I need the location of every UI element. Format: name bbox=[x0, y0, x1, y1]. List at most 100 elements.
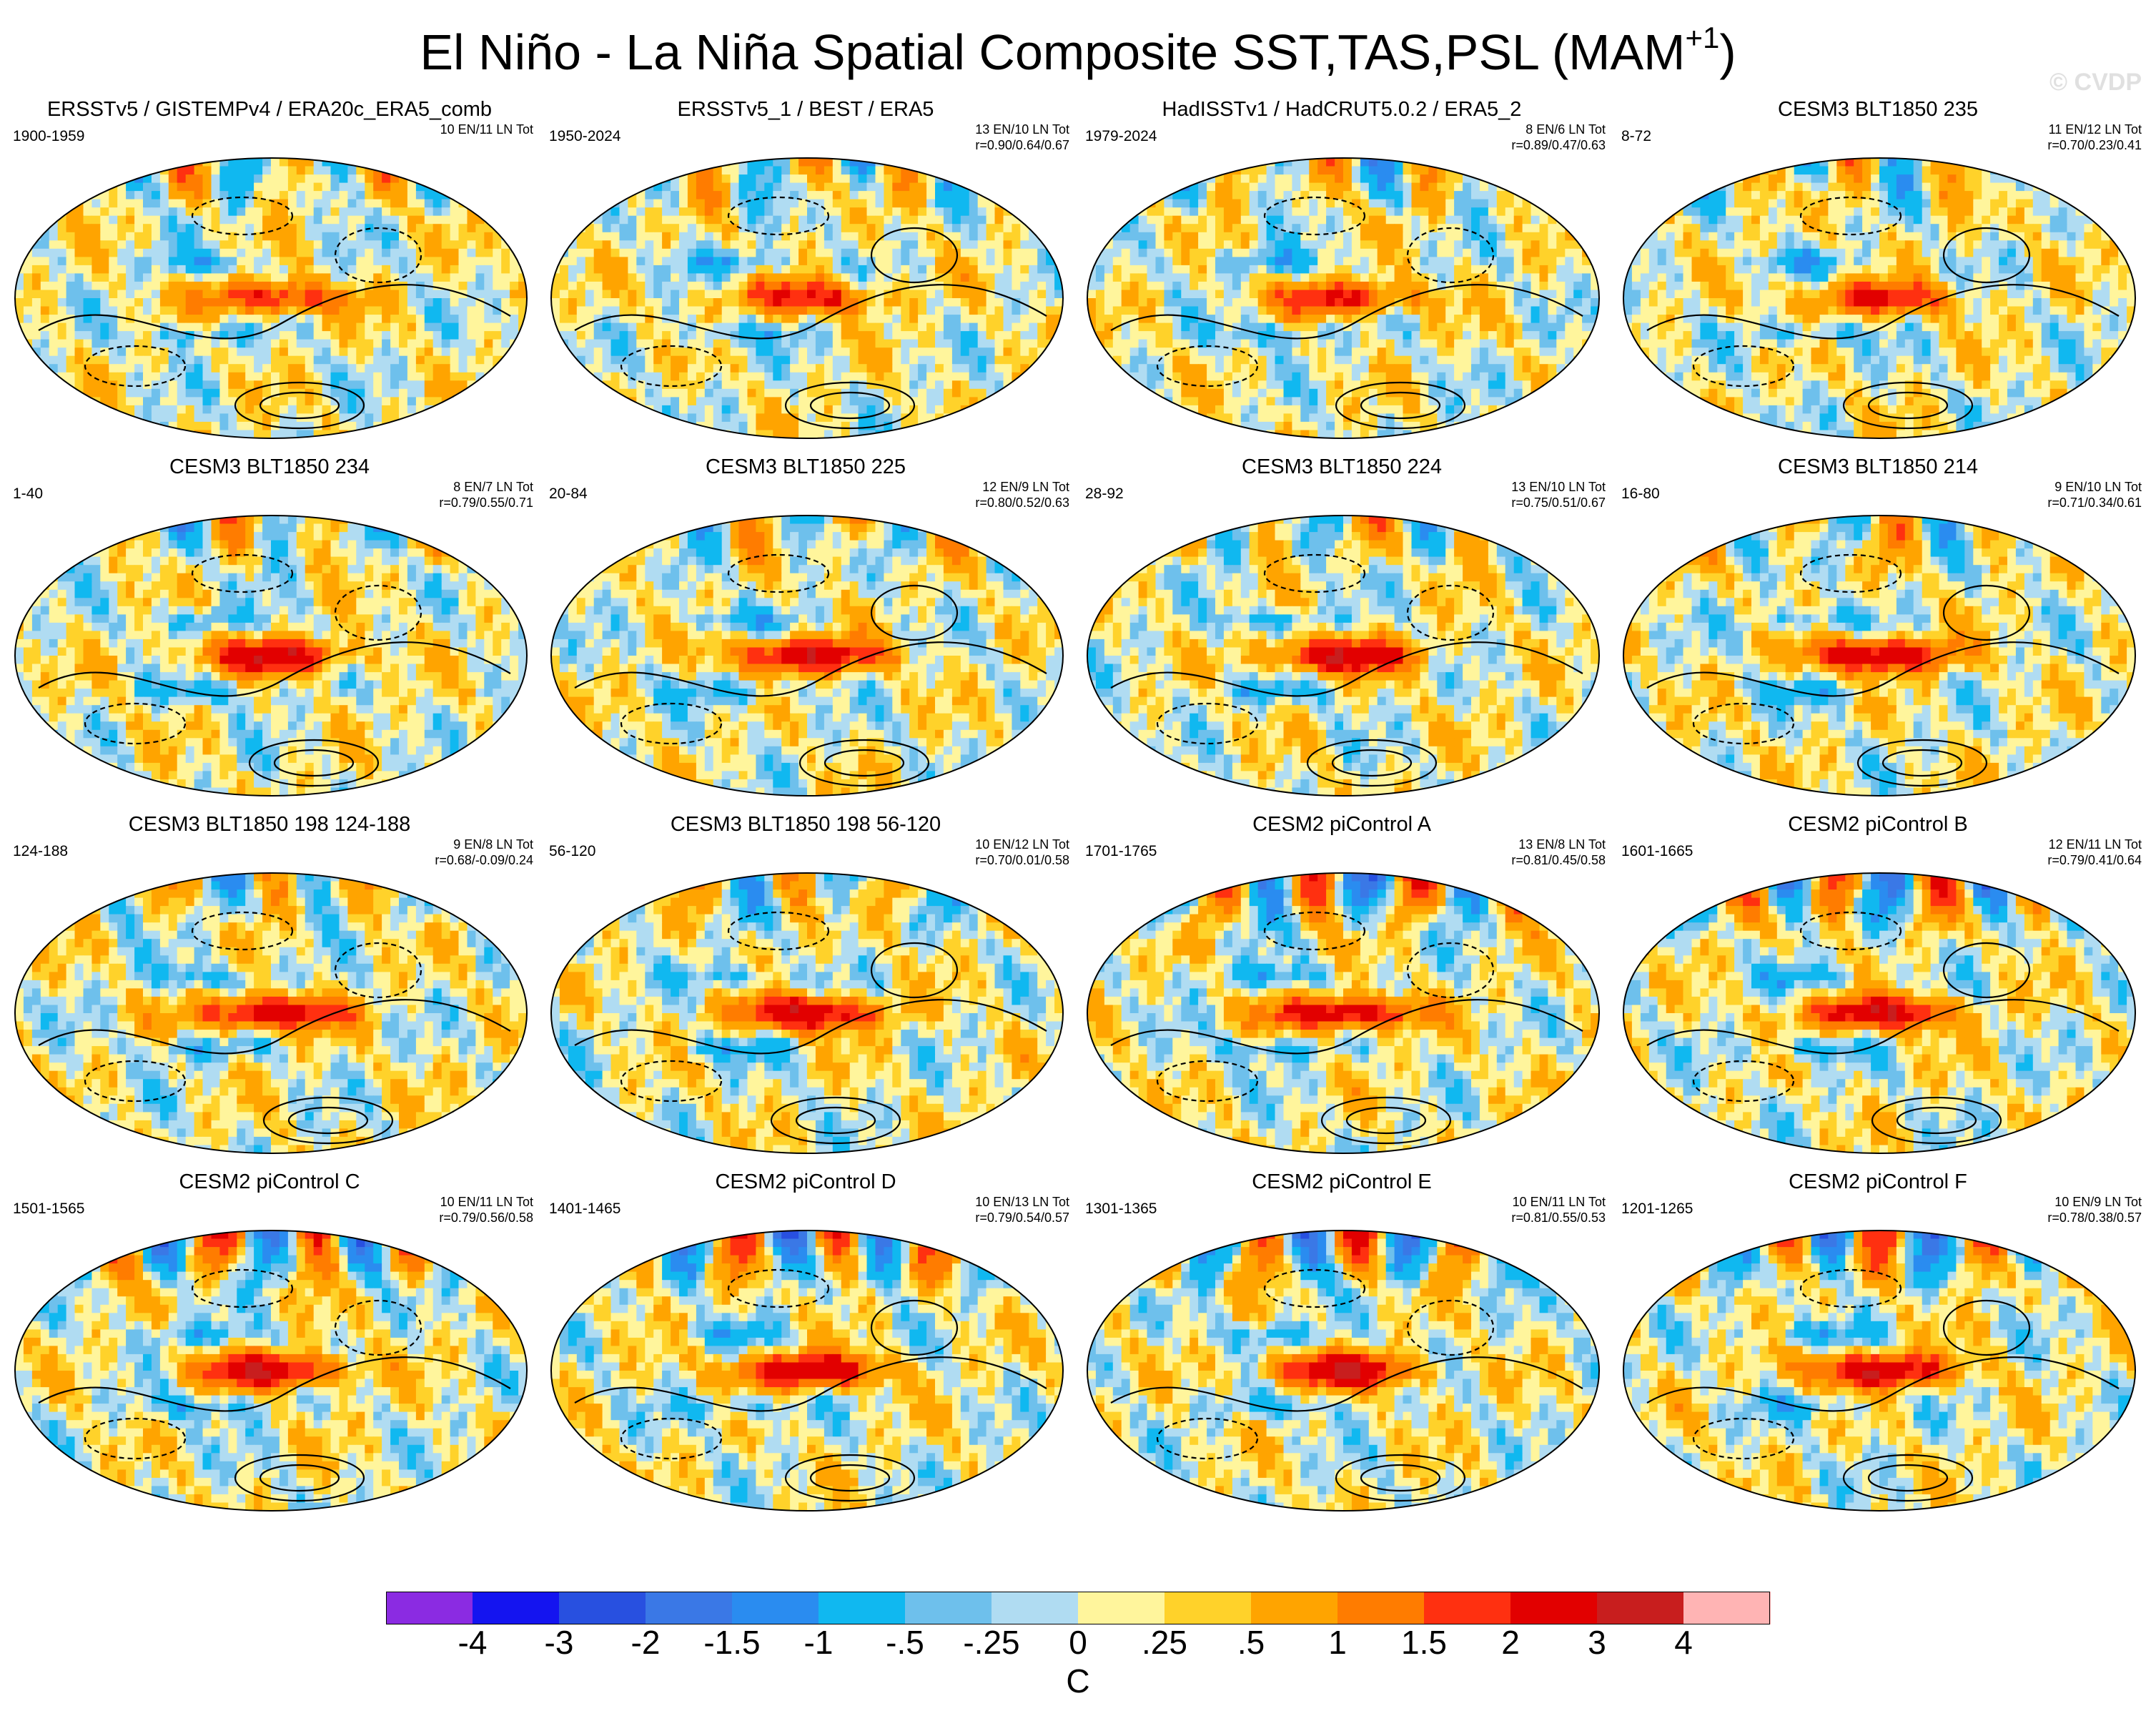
psl-contours bbox=[1646, 911, 2120, 1145]
colorbar-swatch bbox=[1424, 1592, 1511, 1624]
map-panel: CESM3 BLT1850 214 16-80 9 EN/10 LN Tot r=0.… bbox=[1610, 452, 2146, 809]
panel-event-count: 13 EN/10 LN Tot bbox=[975, 122, 1069, 137]
anomaly-field bbox=[1623, 1231, 2135, 1511]
colorbar-tick-label: 2 bbox=[1501, 1623, 1520, 1662]
anomaly-map bbox=[14, 515, 528, 797]
panel-event-count: 10 EN/11 LN Tot bbox=[439, 1194, 533, 1210]
map-panel: CESM3 BLT1850 198 124-188 124-188 9 EN/8 L… bbox=[1, 809, 538, 1167]
panel-title: CESM3 BLT1850 198 56-120 bbox=[538, 812, 1074, 837]
anomaly-map bbox=[1087, 872, 1600, 1154]
map-panel: CESM3 BLT1850 224 28-92 13 EN/10 LN Tot r=0… bbox=[1074, 452, 1610, 809]
panel-title: CESM3 BLT1850 198 124-188 bbox=[1, 812, 538, 837]
panel-pattern-correlation: r=0.68/-0.09/0.24 bbox=[435, 852, 533, 868]
panel-event-count: 8 EN/7 LN Tot bbox=[439, 479, 533, 495]
psl-contours bbox=[1110, 196, 1583, 430]
panel-title: CESM3 BLT1850 214 bbox=[1610, 455, 2146, 479]
psl-contours bbox=[574, 911, 1047, 1145]
anomaly-field bbox=[551, 873, 1063, 1153]
colorbar-tick-label: .25 bbox=[1142, 1623, 1187, 1662]
panel-pattern-correlation: r=0.71/0.34/0.61 bbox=[2047, 495, 2142, 511]
map-panel: CESM2 piControl D 1401-1465 10 EN/13 LN To… bbox=[538, 1167, 1074, 1524]
colorbar-swatch bbox=[819, 1592, 906, 1624]
panel-event-count: 10 EN/11 LN Tot bbox=[1511, 1194, 1606, 1210]
colorbar-tick-label: -1 bbox=[804, 1623, 834, 1662]
panel-stats: 10 EN/11 LN Tot r=0.79/0.56/0.58 bbox=[439, 1194, 533, 1226]
anomaly-field bbox=[15, 1231, 527, 1511]
colorbar-tick-label: 4 bbox=[1674, 1623, 1693, 1662]
map-outline bbox=[1623, 157, 2136, 439]
anomaly-map bbox=[1087, 515, 1600, 797]
psl-contours bbox=[38, 1268, 511, 1502]
colorbar bbox=[386, 1592, 1771, 1626]
panel-year-range: 1-40 bbox=[13, 485, 43, 503]
map-panel: HadISSTv1 / HadCRUT5.0.2 / ERA5_2 1979-20… bbox=[1074, 94, 1610, 452]
anomaly-field bbox=[15, 516, 527, 796]
panel-title: CESM2 piControl B bbox=[1610, 812, 2146, 837]
psl-contours bbox=[1646, 196, 2120, 430]
psl-contours bbox=[574, 1268, 1047, 1502]
colorbar-units-label: C bbox=[1066, 1662, 1089, 1700]
anomaly-map bbox=[1087, 157, 1600, 439]
map-outline bbox=[1087, 1230, 1600, 1512]
map-outline bbox=[1087, 872, 1600, 1154]
anomaly-map bbox=[1087, 1230, 1600, 1512]
panel-year-range: 1701-1765 bbox=[1085, 842, 1157, 861]
anomaly-map bbox=[550, 872, 1064, 1154]
psl-contours bbox=[38, 196, 511, 430]
panel-stats: 10 EN/11 LN Tot r=0.81/0.55/0.53 bbox=[1511, 1194, 1606, 1226]
panel-event-count: 13 EN/10 LN Tot bbox=[1511, 479, 1606, 495]
colorbar-swatch bbox=[905, 1592, 992, 1624]
panel-stats: 10 EN/11 LN Tot bbox=[440, 122, 533, 137]
figure-title-main: El Niño - La Niña Spatial Composite SST,… bbox=[420, 24, 1685, 80]
panel-event-count: 9 EN/8 LN Tot bbox=[435, 837, 533, 852]
panel-year-range: 1501-1565 bbox=[13, 1200, 84, 1218]
panel-year-range: 8-72 bbox=[1621, 127, 1651, 146]
panel-year-range: 1601-1665 bbox=[1621, 842, 1693, 861]
panel-event-count: 10 EN/12 LN Tot bbox=[975, 837, 1069, 852]
map-outline bbox=[550, 872, 1064, 1154]
colorbar-swatch bbox=[646, 1592, 733, 1624]
panel-title: CESM2 piControl E bbox=[1074, 1170, 1610, 1194]
colorbar-swatch bbox=[1078, 1592, 1165, 1624]
panel-title: CESM2 piControl C bbox=[1, 1170, 538, 1194]
colorbar-frame bbox=[386, 1592, 1770, 1624]
figure-title: El Niño - La Niña Spatial Composite SST,… bbox=[0, 20, 2156, 84]
map-outline bbox=[1087, 157, 1600, 439]
panel-stats: 8 EN/6 LN Tot r=0.89/0.47/0.63 bbox=[1511, 122, 1606, 153]
panel-stats: 8 EN/7 LN Tot r=0.79/0.55/0.71 bbox=[439, 479, 533, 511]
figure-title-close: ) bbox=[1719, 24, 1736, 80]
anomaly-map bbox=[550, 157, 1064, 439]
panel-pattern-correlation: r=0.79/0.54/0.57 bbox=[975, 1210, 1069, 1226]
panel-year-range: 1979-2024 bbox=[1085, 127, 1157, 146]
anomaly-map bbox=[550, 1230, 1064, 1512]
panel-stats: 13 EN/10 LN Tot r=0.90/0.64/0.67 bbox=[975, 122, 1069, 153]
panel-event-count: 13 EN/8 LN Tot bbox=[1511, 837, 1606, 852]
panel-title: CESM2 piControl F bbox=[1610, 1170, 2146, 1194]
colorbar-tick-label: -2 bbox=[631, 1623, 661, 1662]
panel-pattern-correlation: r=0.79/0.41/0.64 bbox=[2047, 852, 2142, 868]
panel-title: HadISSTv1 / HadCRUT5.0.2 / ERA5_2 bbox=[1074, 97, 1610, 122]
panel-stats: 13 EN/10 LN Tot r=0.75/0.51/0.67 bbox=[1511, 479, 1606, 511]
panel-year-range: 1301-1365 bbox=[1085, 1200, 1157, 1218]
map-outline bbox=[14, 515, 528, 797]
map-panel: CESM3 BLT1850 235 8-72 11 EN/12 LN Tot r=0.… bbox=[1610, 94, 2146, 452]
map-panel: CESM3 BLT1850 234 1-40 8 EN/7 LN Tot r=0.79… bbox=[1, 452, 538, 809]
psl-contours bbox=[574, 553, 1047, 787]
colorbar-tick-label: 1 bbox=[1328, 1623, 1347, 1662]
panel-event-count: 8 EN/6 LN Tot bbox=[1511, 122, 1606, 137]
panel-pattern-correlation: r=0.89/0.47/0.63 bbox=[1511, 137, 1606, 153]
anomaly-map bbox=[14, 1230, 528, 1512]
panel-year-range: 1201-1265 bbox=[1621, 1200, 1693, 1218]
anomaly-field bbox=[1087, 1231, 1599, 1511]
colorbar-swatch bbox=[1164, 1592, 1252, 1624]
panel-pattern-correlation: r=0.81/0.55/0.53 bbox=[1511, 1210, 1606, 1226]
map-panel: CESM2 piControl A 1701-1765 13 EN/8 LN Tot… bbox=[1074, 809, 1610, 1167]
colorbar-tick-label: -1.5 bbox=[703, 1623, 760, 1662]
anomaly-map bbox=[14, 872, 528, 1154]
map-outline bbox=[550, 1230, 1064, 1512]
panel-pattern-correlation: r=0.79/0.55/0.71 bbox=[439, 495, 533, 511]
panel-event-count: 12 EN/11 LN Tot bbox=[2047, 837, 2142, 852]
figure-title-superscript: +1 bbox=[1685, 21, 1719, 54]
psl-contours bbox=[574, 196, 1047, 430]
anomaly-field bbox=[551, 516, 1063, 796]
